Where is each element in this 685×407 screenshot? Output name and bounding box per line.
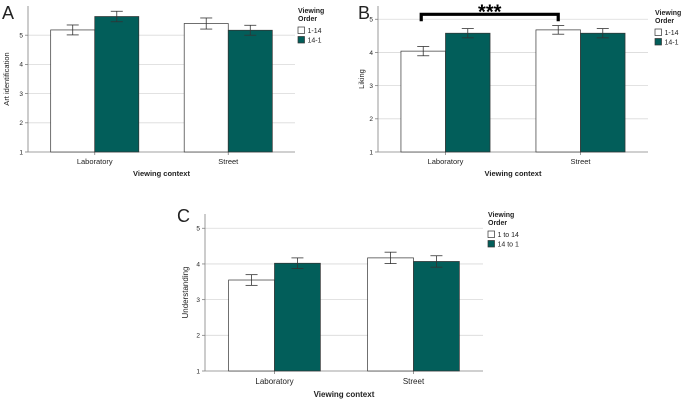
legend-swatch: [487, 230, 495, 238]
x-category-label: Street: [403, 377, 425, 386]
bar-14-1: [445, 32, 491, 153]
bar-14-to-1: [274, 262, 321, 372]
bar-1-14: [535, 29, 581, 153]
legend-label: 14 to 1: [498, 242, 520, 249]
bar-14-1: [227, 29, 273, 153]
bar-1-to-14: [367, 257, 414, 372]
y-tick-label: 3: [19, 91, 23, 98]
legend-title-line: Order: [488, 220, 507, 227]
bar-14-1: [580, 32, 626, 153]
bar-1-14: [400, 50, 446, 153]
chart-panel-b: B 1 2 3 4 5 Laboratory Street *** Liking Viewing c…: [357, 1, 681, 178]
legend-title-line: Viewing: [655, 10, 681, 17]
legend-swatch: [654, 38, 662, 46]
y-tick-label: 1: [196, 368, 200, 375]
panel-label: B: [358, 3, 370, 23]
y-tick-label: 5: [19, 33, 23, 40]
y-tick-label: 5: [369, 17, 373, 24]
legend-label: 1-14: [665, 30, 679, 37]
legend-label: 14-1: [665, 40, 679, 47]
legend-swatch: [297, 26, 305, 34]
y-tick-label: 2: [369, 116, 373, 123]
x-category-label: Laboratory: [428, 157, 464, 166]
y-tick-label: 1: [19, 149, 23, 156]
panel-label: C: [177, 206, 190, 226]
y-tick-label: 4: [369, 50, 373, 57]
y-axis-title: Understanding: [181, 266, 190, 318]
y-tick-label: 4: [196, 261, 200, 268]
x-axis-title: Viewing context: [133, 169, 190, 178]
legend-label: 14-1: [308, 38, 322, 45]
bar-1-14: [50, 29, 96, 153]
x-category-label: Laboratory: [77, 157, 113, 166]
x-axis-title: Viewing context: [485, 169, 542, 178]
legend-title-line: Order: [298, 16, 317, 23]
x-axis-title: Viewing context: [314, 390, 375, 399]
legend-title-line: Order: [655, 18, 674, 25]
bar-1-to-14: [228, 279, 275, 372]
y-tick-label: 2: [19, 120, 23, 127]
chart-panel-a: A 1 2 3 4 5 Laboratory Street Art identification…: [2, 3, 324, 178]
y-tick-label: 4: [19, 62, 23, 69]
legend-title-line: Viewing: [298, 8, 324, 15]
y-axis-title: Art identification: [2, 52, 11, 105]
y-tick-label: 3: [196, 297, 200, 304]
panel-label: A: [2, 3, 14, 23]
legend-label: 1-14: [308, 28, 322, 35]
y-tick-label: 3: [369, 83, 373, 90]
bar-1-14: [183, 23, 229, 153]
bar-14-to-1: [413, 261, 460, 372]
x-category-label: Street: [218, 157, 239, 166]
legend-title-line: Viewing: [488, 212, 514, 219]
bar-14-1: [94, 16, 140, 153]
legend-swatch: [297, 36, 305, 44]
y-tick-label: 2: [196, 333, 200, 340]
y-axis-title: Liking: [357, 69, 366, 89]
significance-bracket: [419, 12, 560, 22]
x-category-label: Laboratory: [255, 377, 293, 386]
legend-swatch: [654, 28, 662, 36]
legend-label: 1 to 14: [498, 232, 520, 239]
y-tick-label: 5: [196, 226, 200, 233]
legend-swatch: [487, 240, 495, 248]
x-category-label: Street: [570, 157, 591, 166]
significance-label: ***: [478, 1, 502, 23]
y-tick-label: 1: [369, 149, 373, 156]
chart-panel-c: C 1 2 3 4 5 Laboratory Street Understanding Viewi…: [177, 206, 519, 399]
